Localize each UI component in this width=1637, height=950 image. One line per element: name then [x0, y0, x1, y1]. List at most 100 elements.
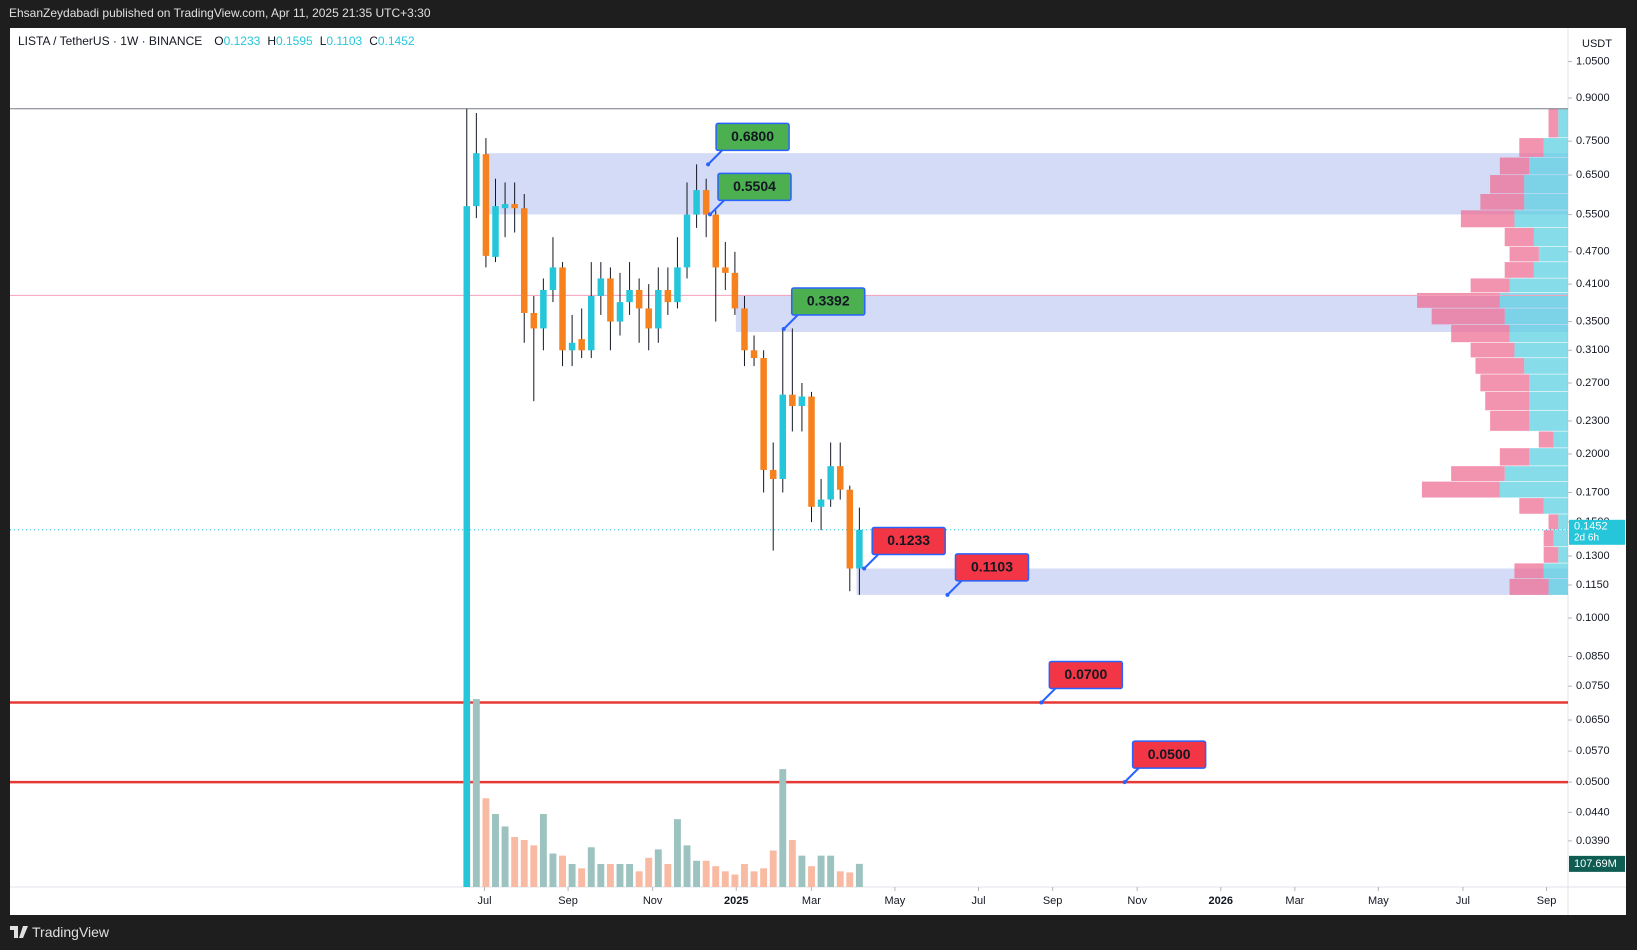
profile-up	[1514, 342, 1568, 358]
x-tick-label: Jul	[971, 895, 985, 907]
y-tick-label: 0.1700	[1576, 486, 1610, 498]
volume-bar	[549, 853, 557, 887]
volume-bar	[673, 819, 681, 887]
footer-brand: TradingView	[32, 924, 110, 940]
profile-up	[1529, 157, 1568, 175]
price-callout: 0.6800	[706, 122, 790, 167]
callout-box	[1131, 740, 1207, 769]
volume-bar	[817, 855, 825, 887]
x-tick-label: Sep	[1043, 895, 1063, 907]
profile-down	[1519, 138, 1544, 157]
y-tick-label: 0.1150	[1576, 579, 1609, 591]
candle-body	[808, 396, 815, 507]
axes: 1.0500 0.9000 0.7500 0.6500 0.5500 0.4700 0.41…	[477, 55, 1625, 907]
profile-down	[1519, 498, 1544, 514]
publish-header: EhsanZeydabadi published on TradingView.…	[9, 6, 431, 20]
candle-body	[846, 489, 854, 569]
volume-bar	[798, 855, 806, 887]
candle-body	[520, 208, 528, 313]
callout-box	[954, 553, 1030, 582]
profile-up	[1529, 374, 1568, 392]
x-tick-label: Sep	[558, 895, 578, 907]
candle-body	[501, 204, 509, 209]
candle-body	[588, 295, 595, 351]
candle-body	[578, 339, 585, 351]
volume-bar	[731, 874, 739, 887]
profile-down	[1470, 342, 1515, 358]
x-tick-label: Mar	[802, 895, 821, 907]
candle-body	[463, 206, 471, 887]
callout-pointer	[783, 314, 799, 330]
profile-down	[1421, 481, 1500, 498]
volume-bar	[721, 871, 729, 887]
profile-down	[1417, 292, 1500, 308]
volume-bar	[712, 866, 720, 887]
ohlc-letter: O	[214, 34, 224, 48]
countdown-label: 2d 6h	[1574, 532, 1599, 543]
callout-label: 0.1233	[887, 532, 930, 548]
candle-body	[741, 308, 748, 351]
callout-anchor	[1039, 700, 1044, 705]
x-tick-label: Nov	[1127, 895, 1147, 907]
candle-body	[731, 272, 739, 309]
volume-bar	[683, 845, 691, 887]
volume-bar	[472, 699, 480, 887]
profile-up	[1538, 246, 1568, 262]
callout-label: 0.0500	[1148, 746, 1191, 762]
ohlc-letter: H	[267, 34, 276, 48]
callout-box	[790, 287, 866, 316]
profile-up	[1558, 108, 1568, 138]
x-tick-label: Mar	[1285, 895, 1304, 907]
legend: LISTA / TetherUS · 1W · BINANCE O0.1233 H0…	[18, 34, 422, 48]
y-tick-label: 0.6500	[1576, 169, 1610, 181]
price-callout: 0.1233	[862, 526, 946, 571]
profile-down	[1548, 108, 1559, 138]
volume-bar	[664, 864, 672, 887]
candle-body	[722, 267, 729, 273]
candle-body	[616, 302, 624, 322]
profile-down	[1460, 210, 1515, 228]
profile-down	[1509, 246, 1539, 262]
x-tick-label: Jul	[1456, 895, 1470, 907]
callout-pointer	[863, 553, 879, 570]
price-label-box	[1569, 519, 1625, 545]
volume-bar	[626, 864, 634, 887]
volume-label: 107.69M	[1574, 858, 1617, 870]
volume-bar	[750, 871, 758, 887]
volume-bar	[482, 798, 490, 887]
candle-body	[645, 308, 652, 329]
y-tick-label: 0.0750	[1576, 680, 1610, 692]
y-tick-label: 0.3500	[1576, 315, 1610, 327]
x-tick-label: May	[885, 895, 906, 907]
volume-bar	[741, 864, 748, 887]
volume-label-box	[1569, 855, 1625, 872]
volume-bar	[693, 860, 701, 887]
profile-down	[1475, 358, 1525, 374]
ohlc-value: 0.1103	[326, 34, 363, 48]
price-callout: 0.3392	[781, 287, 866, 331]
volume-bar	[827, 855, 835, 887]
y-tick-label: 0.2300	[1576, 415, 1610, 427]
profile-up	[1504, 466, 1568, 482]
volume-bar	[616, 864, 624, 887]
volume-bar	[587, 847, 595, 887]
y-tick-label: 1.0500	[1576, 55, 1610, 67]
price-callout: 0.5504	[707, 172, 792, 217]
volume-bar	[492, 813, 499, 887]
volume-bar	[559, 855, 566, 887]
ohlc-value: 0.1233	[223, 34, 261, 48]
volume-bar	[530, 845, 538, 887]
candle-body	[712, 214, 720, 268]
y-tick-label: 0.1000	[1576, 612, 1610, 624]
volume-bar	[654, 849, 662, 887]
candle-body	[769, 469, 777, 479]
candle-body	[597, 278, 605, 296]
callout-label: 0.5504	[733, 178, 776, 194]
profile-up	[1533, 227, 1568, 247]
callout-box	[871, 526, 946, 556]
volume-bar	[808, 866, 815, 887]
y-tick-label: 0.0390	[1576, 835, 1610, 847]
callout-anchor	[945, 592, 950, 597]
profile-down	[1431, 308, 1505, 325]
